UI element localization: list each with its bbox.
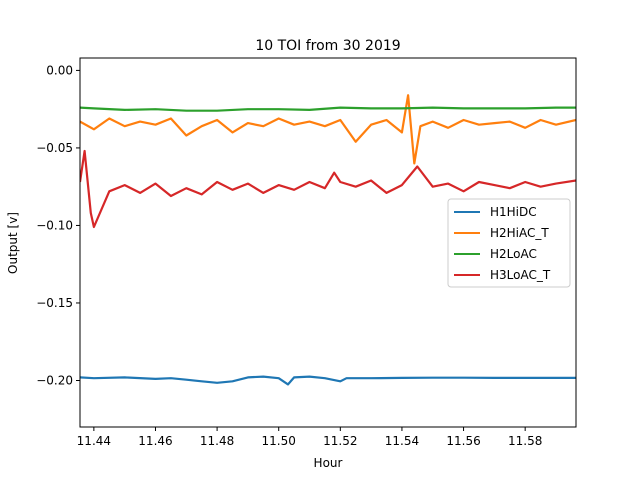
x-tick-label: 11.54	[385, 434, 419, 448]
x-tick-label: 11.56	[446, 434, 480, 448]
y-axis: 0.00 −0.05 −0.10 −0.15 −0.20	[36, 63, 80, 387]
plot-area	[80, 94, 576, 386]
x-tick-label: 11.46	[138, 434, 172, 448]
x-tick-label: 11.58	[508, 434, 542, 448]
x-tick-label: 11.52	[323, 434, 357, 448]
x-tick-label: 11.48	[200, 434, 234, 448]
legend-box	[447, 198, 571, 288]
x-axis-label: Hour	[314, 456, 343, 470]
y-tick-label: 0.00	[46, 63, 73, 77]
y-tick-label: −0.20	[36, 373, 73, 387]
legend-label: H3LoAC_T	[490, 268, 551, 282]
x-axis: 11.44 11.46 11.48 11.50 11.52 11.54 11.56 11.58	[77, 427, 542, 448]
legend-label: H2HiAC_T	[490, 226, 549, 240]
series-line-h3loac-t	[80, 149, 576, 229]
legend: H1HiDC H2HiAC_T H2LoAC H3LoAC_T	[447, 198, 571, 288]
y-tick-label: −0.05	[36, 141, 73, 155]
y-tick-label: −0.15	[36, 296, 73, 310]
x-tick-label: 11.50	[262, 434, 296, 448]
y-tick-label: −0.10	[36, 218, 73, 232]
plot-frame	[79, 57, 577, 428]
series-line-h2loac	[80, 106, 576, 112]
chart-title: 10 TOI from 30 2019	[255, 38, 400, 54]
x-tick-label: 11.44	[77, 434, 111, 448]
y-axis-label: Output [v]	[6, 212, 20, 274]
legend-label: H1HiDC	[490, 205, 537, 219]
legend-label: H2LoAC	[490, 247, 537, 261]
series-line-h2hiac-t	[80, 94, 576, 165]
series-line-h1hidc	[80, 375, 576, 386]
